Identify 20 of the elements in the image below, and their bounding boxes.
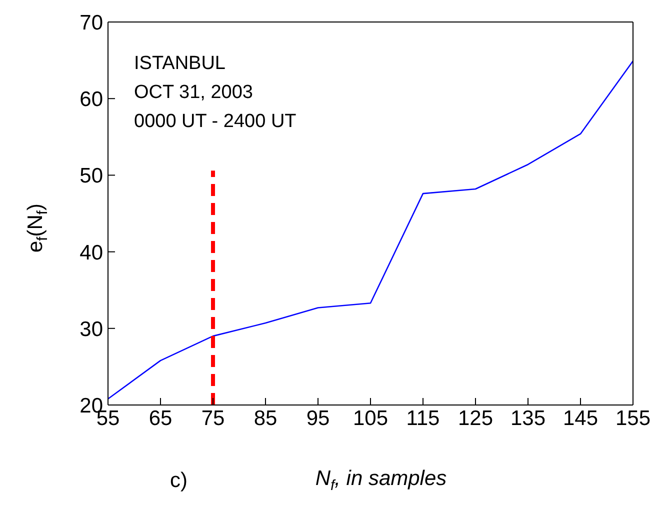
annotation: OCT 31, 2003 — [134, 82, 254, 103]
y-tick-label: 30 — [80, 318, 103, 341]
x-tick-label: 145 — [562, 406, 598, 430]
x-tick-label: 65 — [148, 406, 172, 430]
x-tick-label: 75 — [201, 406, 225, 430]
x-tick-label: 85 — [254, 406, 278, 430]
y-tick-label: 60 — [80, 88, 103, 112]
y-tick-label: 40 — [80, 241, 103, 264]
annotation: 0000 UT - 2400 UT — [134, 111, 297, 132]
x-tick-label: 105 — [352, 406, 388, 430]
x-axis-title: N$_{f}$, in samples — [315, 467, 448, 494]
annotation: ISTANBUL — [134, 53, 226, 74]
y-tick-label: 70 — [80, 11, 103, 34]
y-tick-label: 50 — [80, 164, 103, 188]
x-tick-label: 135 — [510, 406, 546, 430]
x-tick-label: 115 — [406, 406, 440, 430]
x-tick-label: 125 — [458, 406, 494, 430]
x-tick-label: 95 — [306, 406, 330, 430]
x-tick-label: 155 — [615, 406, 651, 430]
text: c) — [170, 469, 188, 492]
